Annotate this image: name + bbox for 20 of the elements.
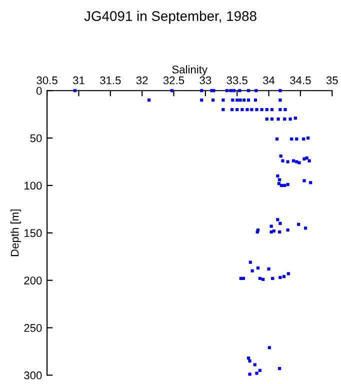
y-tick-label: 150 [24,229,42,238]
x-tick-label: 32.5 [163,76,184,84]
x-tick-label: 34.5 [290,76,311,84]
x-tick-label: 35 [326,76,338,84]
x-tick-label: 33 [200,76,212,84]
y-tick-label: 100 [24,182,42,190]
x-tick-label: 32 [136,76,148,84]
y-tick-label: 300 [24,371,42,380]
x-tick-label: 34 [263,76,275,84]
x-axis-title: Salinity [172,65,208,76]
y-axis-title: Depth [m] [10,210,21,256]
y-tick-label: 50 [30,134,42,142]
y-tick-label: 0 [36,86,42,95]
x-tick-label: 31 [72,76,84,84]
x-tick-label: 33.5 [226,76,248,84]
x-tick-label: 31.5 [100,76,121,84]
chart-title: JG4091 in September, 1988 [84,10,256,24]
x-tick-label: 30.5 [36,76,58,84]
y-tick-label: 200 [24,276,42,284]
y-tick-label: 250 [24,324,42,332]
